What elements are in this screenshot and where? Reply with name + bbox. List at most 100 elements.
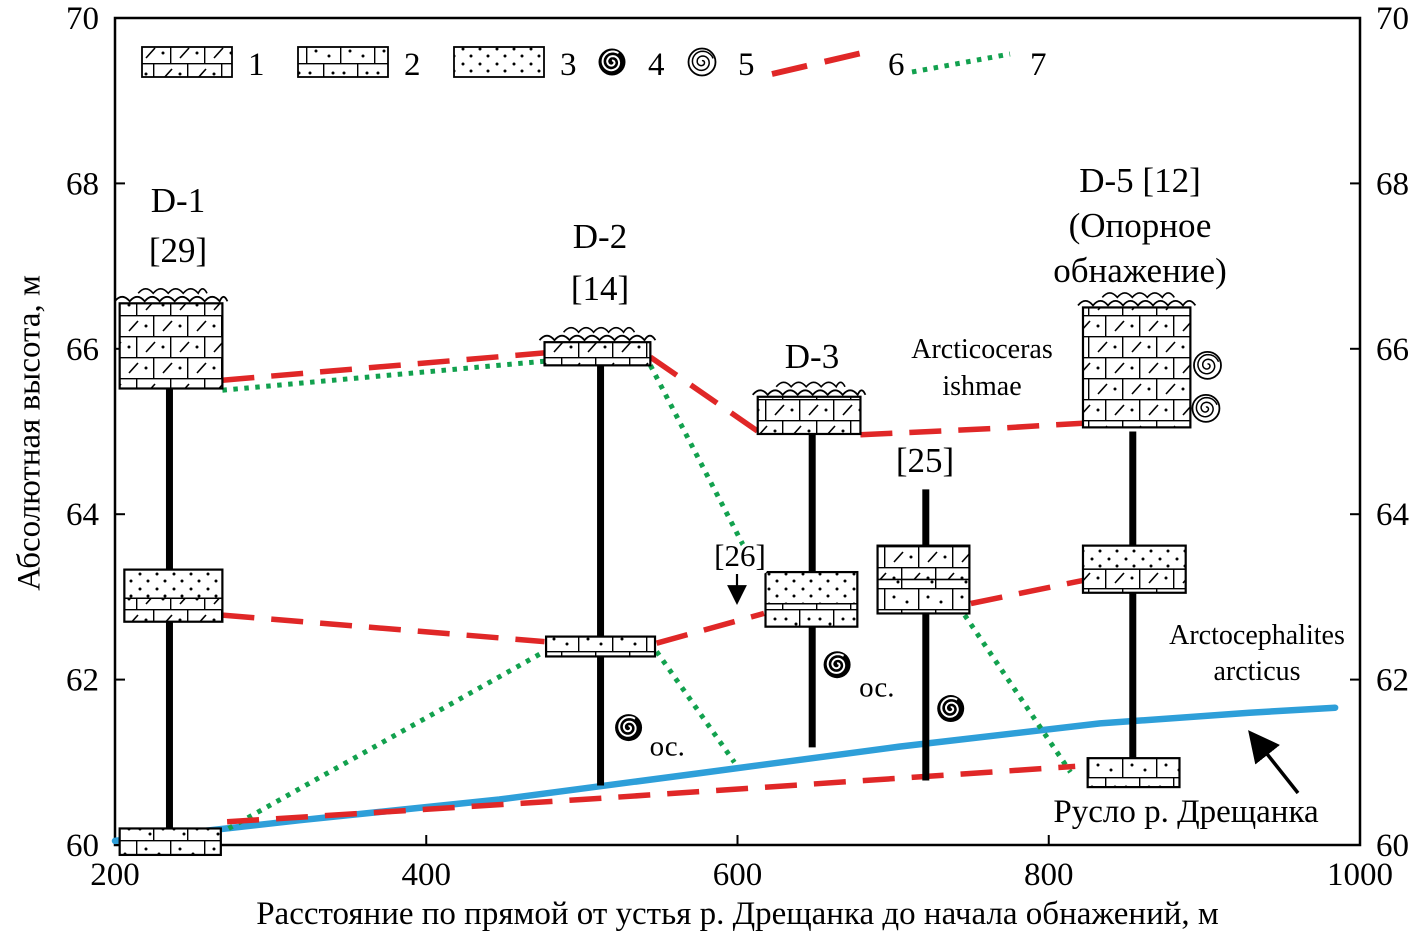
lithology-layer-brickdots (1086, 757, 1181, 788)
red-dashed-correlation-line (222, 350, 545, 383)
x-tick-label: 400 (402, 857, 452, 893)
red-dashed-correlation-line (648, 354, 761, 435)
lithology-box (1081, 544, 1187, 594)
legend-label: 1 (248, 47, 265, 83)
outcrop-column-D-2: ос. D-2 [14] (538, 214, 688, 786)
ammonite-filled-icon (615, 714, 643, 742)
lithology-box (756, 395, 862, 436)
green-dotted-correlation-line (962, 613, 1073, 774)
ammonite-filled-icon (937, 695, 965, 723)
lithology-box (1086, 757, 1181, 789)
red-dashed-correlation-line (970, 577, 1084, 607)
species-arctocephalites-arcticus: Arctocephalites arcticus (1166, 617, 1349, 691)
legend-label: 4 (648, 47, 665, 83)
x-tick-label: 1000 (1327, 857, 1393, 893)
lithology-layer-hatch (123, 597, 224, 623)
x-tick-label: 600 (713, 857, 763, 893)
y-tick-label-right: 70 (1376, 1, 1409, 37)
column-label: (Опорное (1069, 206, 1212, 245)
erosion-surface-squiggle (562, 326, 636, 334)
species-arctocephalites-arcticus-text: arcticus (1213, 656, 1300, 687)
legend-item-1: 1 (141, 46, 265, 83)
lithology-box (544, 635, 657, 658)
legend-item-5: 5 (687, 47, 755, 83)
river-bed-label-arrow (1248, 730, 1300, 795)
lithology-box (543, 341, 652, 367)
lithology-layer-brickdots (764, 602, 859, 628)
ammonite-filled-icon (598, 48, 626, 76)
lithology-box (118, 827, 222, 857)
lithology-box (1081, 306, 1192, 429)
lithology-layer-hatch (876, 544, 971, 581)
y-tick-label-right: 66 (1376, 332, 1409, 368)
ammonite-outline-icon (1193, 350, 1222, 380)
green-dotted-line-swatch (911, 51, 1011, 75)
y-tick-label-right: 62 (1376, 663, 1409, 699)
column-label: D-2 (573, 217, 627, 256)
y-tick-label: 62 (66, 663, 99, 699)
erosion-surface-squiggle (1101, 292, 1175, 299)
bed-26-marker-text: [26] (714, 538, 766, 573)
lithology-box (876, 544, 971, 615)
lithology-layer-hatch (543, 341, 652, 367)
y-tick-label-right: 60 (1376, 828, 1409, 864)
y-tick-label: 64 (66, 497, 99, 533)
lithology-layer-dots (1082, 544, 1187, 570)
legend-item-2: 2 (297, 46, 421, 83)
lithology-layer-brickdots (545, 635, 656, 658)
legend-label: 2 (404, 47, 421, 83)
legend-label: 3 (560, 47, 577, 83)
y-tick-label-right: 64 (1376, 497, 1409, 533)
outcrop-column-D-3: ос. D-3 (752, 334, 898, 748)
x-axis-title: Расстояние по прямой от устья р. Дрещанк… (256, 896, 1219, 932)
column-label: D-1 (151, 181, 205, 220)
lithology-box (123, 568, 224, 623)
red-dashed-line-swatch (771, 49, 867, 77)
legend-item-7: 7 (911, 47, 1047, 83)
column-label: обнажение) (1053, 251, 1226, 290)
column-label: D-5 [12] (1079, 161, 1201, 200)
column-label: [14] (571, 269, 629, 308)
legend-item-3: 3 (453, 46, 577, 83)
species-arctocephalites-arcticus-text: Arctocephalites (1169, 620, 1345, 651)
lithology-box (764, 570, 859, 628)
red-dashed-correlation-line (226, 763, 1076, 825)
erosion-surface-squiggle (137, 288, 208, 295)
erosion-surface-squiggle (114, 295, 229, 304)
y-tick-label: 60 (66, 828, 99, 864)
outcrop-column-25: [25] (876, 438, 971, 781)
lithology-layer-hatch (756, 396, 862, 435)
column-label: [25] (896, 441, 954, 480)
legend-label: 7 (1030, 47, 1047, 83)
red-dashed-correlation-line (655, 610, 765, 646)
pattern-limestone-hatch-swatch (141, 46, 233, 78)
lithology-layer-hatch (118, 302, 224, 390)
erosion-surface-squiggle (538, 334, 657, 342)
erosion-surface-squiggle (775, 381, 846, 389)
ammonite-filled-icon (823, 651, 851, 679)
erosion-surface-squiggle (752, 389, 867, 397)
red-dashed-correlation-line (222, 612, 545, 645)
lithology-layer-hatch (1082, 568, 1187, 594)
lithology-layer-dots (764, 571, 859, 605)
y-tick-label: 68 (66, 166, 99, 202)
legend-item-6: 6 (771, 47, 905, 83)
river-bed-label: Русло р. Дрещанка (1050, 730, 1322, 834)
y-tick-label: 70 (66, 1, 99, 37)
lithology-layer-dots (123, 568, 224, 600)
red-dashed-correlation-line (860, 420, 1084, 438)
legend-label: 5 (738, 47, 755, 83)
lithology-layer-brickdots (876, 578, 971, 615)
lithology-layer-brickdots (118, 827, 222, 856)
x-tick-label: 800 (1024, 857, 1074, 893)
y-axis-title: Абсолютная высота, м (11, 275, 48, 591)
x-tick-label: 200 (90, 857, 140, 893)
fossil-label: ос. (859, 672, 894, 704)
pattern-brick-dots-swatch (297, 46, 389, 78)
legend-label: 6 (888, 47, 905, 83)
ammonite-outline-icon (1191, 393, 1221, 423)
lithology-layer-hatch (1082, 306, 1192, 429)
y-tick-label-right: 68 (1376, 166, 1409, 202)
column-label: D-3 (785, 337, 839, 376)
